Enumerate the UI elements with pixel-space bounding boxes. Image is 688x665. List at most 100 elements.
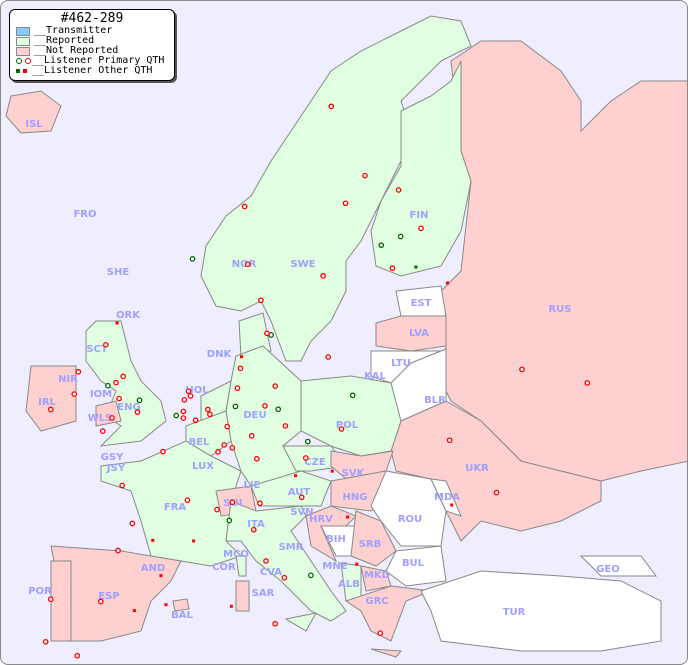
country-label-cze: CZE — [304, 457, 326, 468]
listener-primary-marker — [109, 415, 115, 421]
listener-primary-marker — [120, 373, 127, 380]
country-mda — [430, 478, 462, 517]
country-label-bih: BIH — [326, 534, 346, 545]
country-label-por: POR — [28, 586, 52, 597]
country-label-bel: BEL — [189, 437, 210, 448]
listener-primary-marker — [105, 382, 111, 389]
listener-primary-marker — [229, 444, 236, 451]
listener-primary-marker — [519, 366, 525, 373]
listener-primary-marker — [275, 406, 282, 413]
listener-primary-marker — [229, 499, 236, 506]
listener-primary-marker — [134, 409, 141, 415]
country-dnk — [238, 312, 272, 357]
country-label-fro: FRO — [73, 209, 96, 220]
legend-other-qth: __Listener Other QTH — [10, 66, 174, 76]
listener-primary-marker — [418, 225, 424, 232]
country-label-blr: BLR — [424, 395, 446, 406]
country-label-hng: HNG — [343, 492, 368, 503]
listener-primary-marker — [136, 397, 143, 404]
listener-primary-marker — [377, 630, 384, 637]
country-label-nor: NOR — [232, 259, 257, 270]
listener-other-marker — [450, 503, 454, 507]
country-label-tur: TUR — [503, 607, 526, 618]
country-label-dnk: DNK — [207, 349, 233, 360]
country-label-smr: SMR — [279, 542, 304, 553]
circle-marker-icon — [16, 58, 32, 64]
listener-primary-marker — [234, 385, 241, 392]
country-label-rus: RUS — [548, 304, 571, 315]
listener-primary-marker — [103, 341, 109, 348]
listener-primary-marker — [180, 408, 187, 415]
listener-primary-marker — [250, 526, 257, 533]
listener-primary-marker — [338, 426, 345, 432]
listener-other-marker — [355, 562, 359, 566]
country-label-fra: FRA — [164, 502, 187, 513]
country-label-mco: MCO — [223, 549, 249, 560]
country-gbr — [85, 320, 167, 447]
country-label-swe: SWE — [290, 259, 315, 270]
legend-label: __Transmitter — [34, 25, 113, 36]
country-srb — [350, 510, 397, 567]
country-cor — [235, 555, 247, 577]
country-label-cor: COR — [212, 562, 236, 573]
listener-primary-marker — [272, 383, 279, 389]
listener-primary-marker — [224, 423, 231, 430]
listener-primary-marker — [263, 558, 269, 564]
legend-not-reported: __Not Reported — [10, 46, 174, 56]
legend-label: __Listener Other QTH — [32, 65, 153, 76]
square-marker-icon — [16, 69, 32, 73]
listener-primary-marker — [320, 272, 326, 279]
listener-primary-marker — [397, 233, 404, 240]
country-wls — [95, 400, 122, 427]
country-label-ork: ORK — [116, 310, 141, 321]
country-label-mkd: MKD — [364, 570, 390, 581]
listener-primary-marker — [115, 547, 121, 554]
country-label-lva: LVA — [409, 328, 429, 339]
island-crete — [370, 648, 403, 658]
country-label-bal: BAL — [171, 610, 193, 621]
country-label-deu: DEU — [243, 410, 266, 421]
country-rus — [440, 40, 687, 482]
listener-primary-marker — [113, 379, 119, 386]
listener-primary-marker — [281, 574, 288, 581]
country-label-iom: IOM — [90, 389, 112, 400]
country-label-hrv: HRV — [309, 514, 333, 525]
listener-primary-marker — [47, 406, 54, 413]
country-label-gsy: GSY — [101, 452, 124, 463]
country-label-alb: ALB — [338, 579, 360, 590]
country-grc — [344, 585, 432, 642]
country-label-mda: MDA — [434, 492, 460, 503]
listener-primary-marker — [232, 403, 239, 410]
listener-primary-marker — [264, 330, 270, 337]
listener-primary-marker — [349, 392, 356, 399]
listener-primary-marker — [308, 572, 314, 579]
country-label-irl: IRL — [38, 397, 56, 408]
country-label-sct: SCT — [86, 344, 108, 355]
listener-primary-marker — [185, 388, 192, 395]
listener-primary-marker — [184, 497, 191, 504]
listener-other-marker — [414, 265, 418, 269]
listener-primary-marker — [75, 368, 82, 375]
listener-primary-marker — [99, 428, 106, 435]
country-label-nir: NIR — [58, 374, 78, 385]
listener-primary-marker — [47, 596, 54, 603]
listener-primary-marker — [395, 187, 402, 193]
country-label-sar: SAR — [252, 588, 275, 599]
country-label-wls: WLS — [88, 413, 113, 424]
legend-transmitter: __Transmitter — [10, 26, 174, 36]
country-pol — [300, 375, 402, 457]
listener-primary-marker — [221, 442, 228, 448]
legend-label: __Listener Primary QTH — [32, 55, 165, 66]
listener-primary-marker — [119, 482, 126, 489]
country-tur — [420, 570, 662, 652]
country-label-mne: MNE — [322, 561, 347, 572]
country-label-she: SHE — [107, 267, 130, 278]
country-label-est: EST — [411, 298, 432, 309]
country-label-fin: FIN — [410, 210, 429, 221]
listener-primary-marker — [378, 242, 385, 249]
listener-primary-marker — [389, 265, 396, 272]
listener-primary-marker — [173, 412, 180, 419]
listener-primary-marker — [257, 500, 263, 507]
listener-other-marker — [115, 321, 119, 325]
country-label-eng: ENG — [117, 402, 140, 413]
